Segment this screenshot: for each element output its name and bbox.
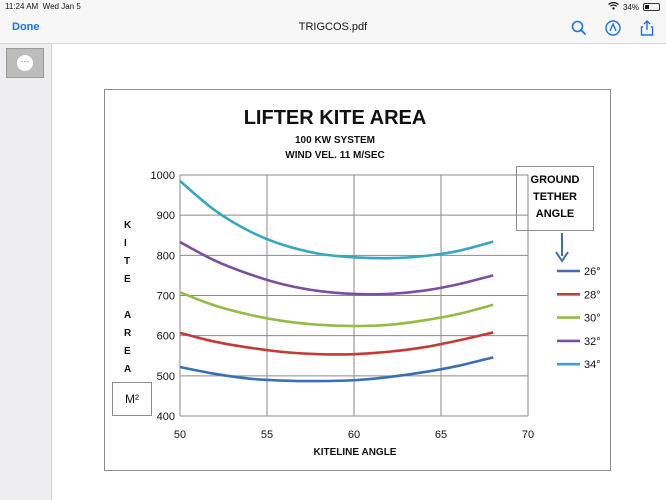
battery-icon xyxy=(643,3,660,11)
chart-subtitle-2: WIND VEL. 11 M/SEC xyxy=(285,150,385,161)
chart-frame xyxy=(104,89,611,471)
search-icon[interactable] xyxy=(570,19,588,37)
battery-percent: 34% xyxy=(622,2,639,12)
series-line xyxy=(179,180,494,260)
page-thumbnail[interactable]: ··· xyxy=(6,48,44,78)
wifi-icon xyxy=(608,1,619,12)
legend-label: 26° xyxy=(584,266,601,278)
series-line xyxy=(179,240,494,296)
legend-arrow-icon xyxy=(555,251,569,263)
ellipsis-icon: ··· xyxy=(17,55,33,71)
chart-subtitle-1: 100 KW SYSTEM xyxy=(294,135,376,146)
legend-label: 32° xyxy=(584,336,601,348)
x-tick-label: 70 xyxy=(522,429,534,441)
ylabel-letter: K xyxy=(124,220,132,231)
unit-label-box: M² xyxy=(112,382,152,416)
x-tick-label: 60 xyxy=(348,429,360,441)
y-tick-label: 400 xyxy=(157,411,175,423)
done-button[interactable]: Done xyxy=(12,21,40,33)
status-bar: 11:24 AM Wed Jan 5 34% xyxy=(0,0,666,13)
legend-title-box: GROUND TETHER ANGLE xyxy=(516,166,594,231)
series-line xyxy=(179,331,494,356)
thumbnail-sidebar: ··· xyxy=(0,44,52,500)
y-tick-label: 1000 xyxy=(151,170,175,182)
status-time: 11:24 AM Wed Jan 5 xyxy=(5,2,81,11)
series-line xyxy=(179,291,494,328)
ylabel-letter: A xyxy=(124,310,132,321)
markup-icon[interactable] xyxy=(604,19,622,37)
ylabel-letter: A xyxy=(124,364,132,375)
x-tick-label: 50 xyxy=(174,429,186,441)
toolbar: Done TRIGCOS.pdf xyxy=(0,13,666,44)
series-line xyxy=(179,356,494,383)
legend-label: 30° xyxy=(584,313,601,325)
ylabel-letter: E xyxy=(124,274,131,285)
y-tick-label: 800 xyxy=(157,250,175,262)
y-tick-label: 700 xyxy=(157,291,175,303)
y-tick-label: 600 xyxy=(157,331,175,343)
legend-title-line: ANGLE xyxy=(535,208,575,220)
legend-label: 28° xyxy=(584,289,601,301)
y-tick-label: 500 xyxy=(157,371,175,383)
x-axis-label: KITELINE ANGLE xyxy=(313,447,397,458)
ylabel-letter: E xyxy=(124,346,131,357)
y-tick-label: 900 xyxy=(157,210,175,222)
legend-label: 34° xyxy=(584,359,601,371)
x-tick-label: 65 xyxy=(435,429,447,441)
status-right: 34% xyxy=(608,1,660,12)
ylabel-letter: R xyxy=(124,328,132,339)
x-tick-label: 55 xyxy=(261,429,273,441)
ylabel-letter: T xyxy=(124,256,131,267)
chart-title: LIFTER KITE AREA xyxy=(243,107,427,129)
share-icon[interactable] xyxy=(638,19,656,37)
legend-title-line: TETHER xyxy=(533,191,577,203)
document-title: TRIGCOS.pdf xyxy=(298,21,368,33)
legend-title-line: GROUND xyxy=(530,174,580,186)
ylabel-letter: I xyxy=(124,238,127,249)
